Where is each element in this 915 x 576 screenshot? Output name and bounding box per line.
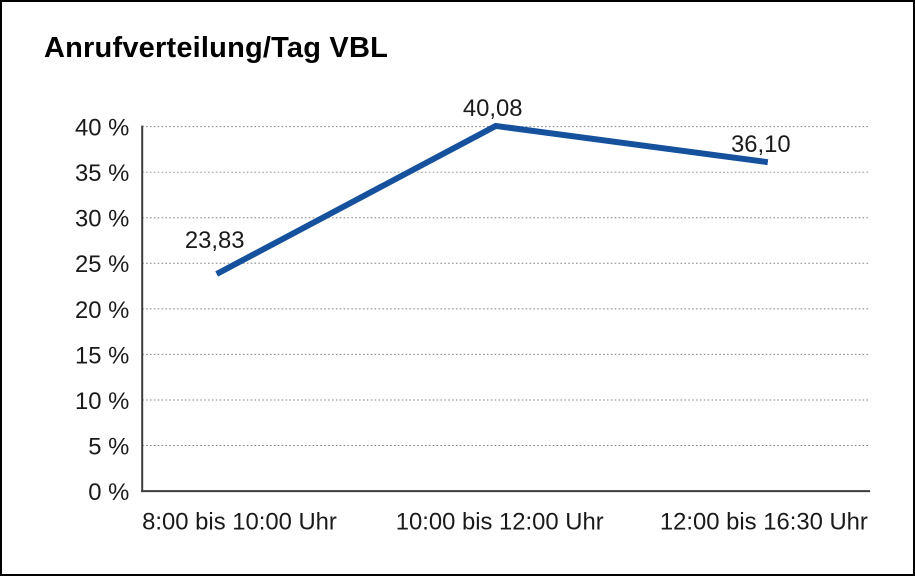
x-axis-category-label: 10:00 bis 12:00 Uhr	[396, 508, 604, 535]
data-series-line	[215, 122, 769, 277]
x-axis-category-label: 8:00 bis 10:00 Uhr	[142, 508, 337, 535]
y-axis-tick-label: 35 %	[75, 160, 129, 187]
y-axis-tick-label: 0 %	[88, 479, 129, 506]
chart-title: Anrufverteilung/Tag VBL	[44, 32, 389, 64]
y-axis-tick-label: 15 %	[75, 342, 129, 369]
data-point-label: 36,10	[731, 131, 791, 158]
y-axis-tick-label: 5 %	[88, 433, 129, 460]
y-axis-tick-label: 20 %	[75, 297, 129, 324]
y-axis-tick-label: 30 %	[75, 206, 129, 233]
y-axis-tick-label: 10 %	[75, 388, 129, 415]
data-point-label: 40,08	[463, 95, 523, 122]
x-axis-category-label: 12:00 bis 16:30 Uhr	[660, 508, 868, 535]
y-axis-tick-label: 25 %	[75, 251, 129, 278]
data-point-label: 23,83	[185, 227, 245, 254]
y-axis-tick-label: 40 %	[75, 115, 129, 142]
